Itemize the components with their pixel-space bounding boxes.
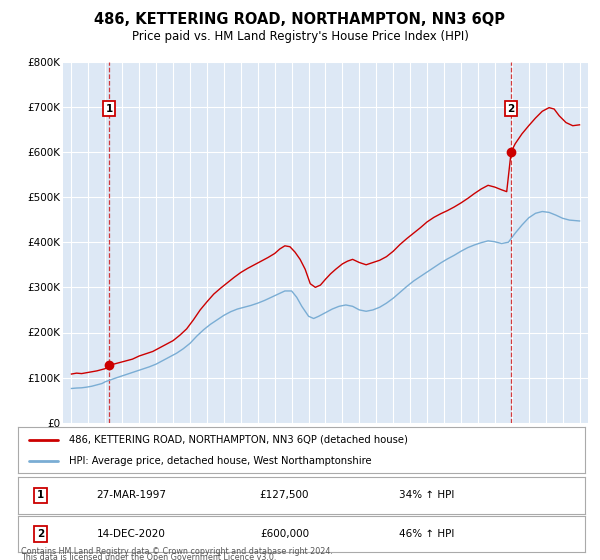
Text: HPI: Average price, detached house, West Northamptonshire: HPI: Average price, detached house, West…	[69, 456, 371, 466]
Text: 46% ↑ HPI: 46% ↑ HPI	[398, 529, 454, 539]
Text: 1: 1	[106, 104, 113, 114]
Text: 2: 2	[508, 104, 515, 114]
Text: 486, KETTERING ROAD, NORTHAMPTON, NN3 6QP (detached house): 486, KETTERING ROAD, NORTHAMPTON, NN3 6Q…	[69, 435, 408, 445]
Text: This data is licensed under the Open Government Licence v3.0.: This data is licensed under the Open Gov…	[21, 553, 277, 560]
Text: Price paid vs. HM Land Registry's House Price Index (HPI): Price paid vs. HM Land Registry's House …	[131, 30, 469, 44]
Text: 27-MAR-1997: 27-MAR-1997	[97, 491, 166, 500]
Text: 14-DEC-2020: 14-DEC-2020	[97, 529, 166, 539]
Text: £600,000: £600,000	[260, 529, 309, 539]
Text: 486, KETTERING ROAD, NORTHAMPTON, NN3 6QP: 486, KETTERING ROAD, NORTHAMPTON, NN3 6Q…	[95, 12, 505, 27]
Text: 1: 1	[37, 491, 44, 500]
Text: 34% ↑ HPI: 34% ↑ HPI	[398, 491, 454, 500]
Text: 2: 2	[37, 529, 44, 539]
Text: £127,500: £127,500	[260, 491, 309, 500]
Text: Contains HM Land Registry data © Crown copyright and database right 2024.: Contains HM Land Registry data © Crown c…	[21, 547, 333, 556]
